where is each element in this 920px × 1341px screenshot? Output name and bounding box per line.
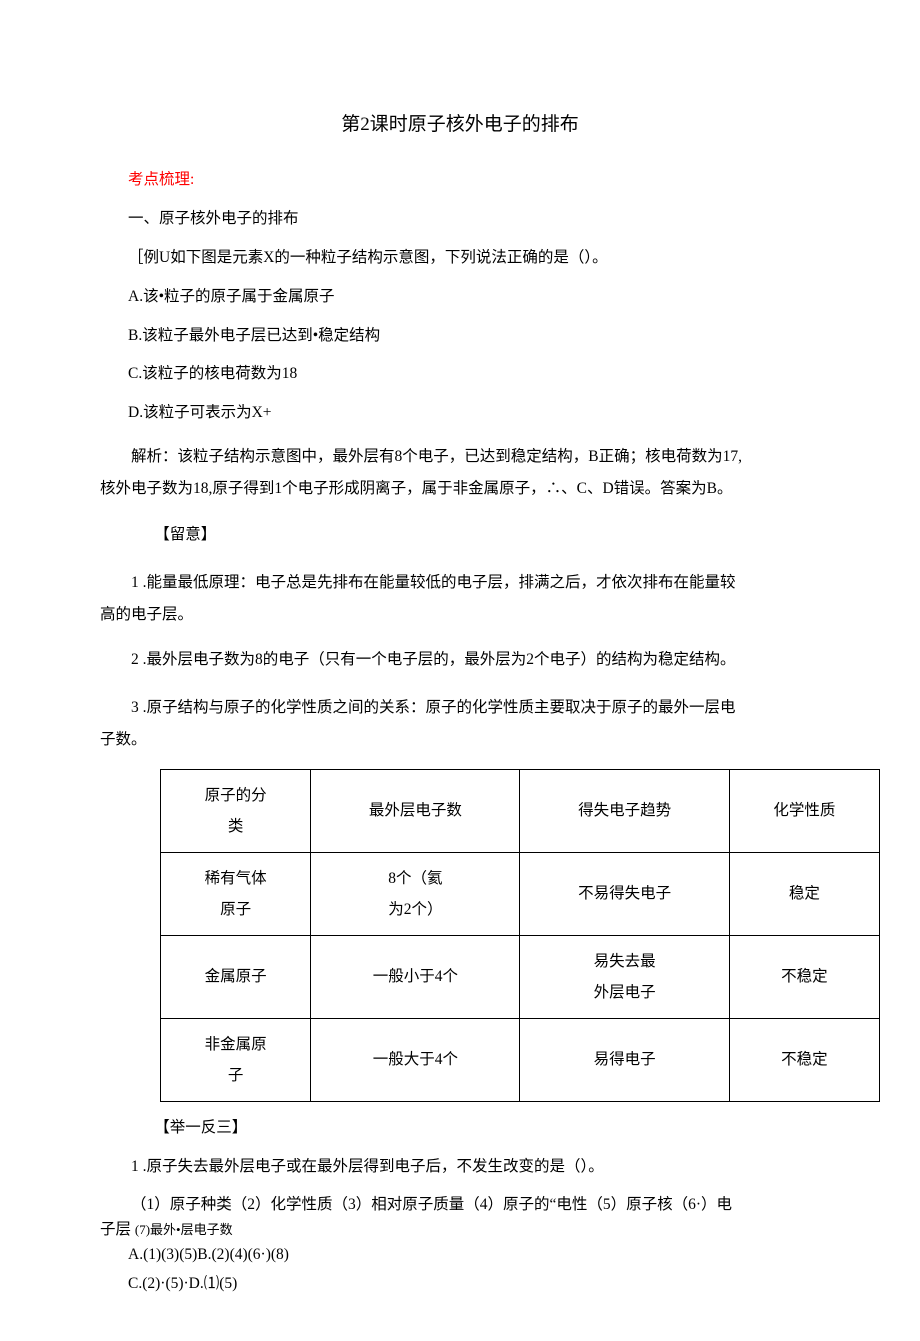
cell-nonmetal-trend: 易得电子 — [520, 1018, 729, 1101]
kaodian-label: 考点梳理: — [128, 168, 820, 193]
attention-2: 2 .最外层电子数为8的电子（只有一个电子层的，最外层为2个电子）的结构为稳定结… — [100, 643, 820, 677]
q1-items-c: (7)最外•层电子数 — [135, 1222, 233, 1237]
attention-3: 3 .原子结构与原子的化学性质之间的关系：原子的化学性质主要取决于原子的最外一层… — [100, 691, 820, 755]
option-b: B.该粒子最外电子层已达到•稳定结构 — [128, 324, 820, 349]
q1-items-b: 子层 — [100, 1221, 131, 1238]
cell-metal-prop: 不稳定 — [729, 935, 879, 1018]
th-trend: 得失电子趋势 — [520, 769, 729, 852]
section1-heading: 一、原子核外电子的排布 — [128, 207, 820, 232]
cell-noble-prop: 稳定 — [729, 852, 879, 935]
cell-metal: 金属原子 — [161, 935, 311, 1018]
attention-1b: 高的电子层。 — [100, 600, 820, 629]
lesson-title: 第2课时原子核外电子的排布 — [100, 110, 820, 140]
option-a: A.该•粒子的原子属于金属原子 — [128, 285, 820, 310]
example-intro: ［例U如下图是元素X的一种粒子结构示意图，下列说法正确的是（）。 — [128, 246, 820, 271]
table-row: 金属原子 一般小于4个 易失去最外层电子 不稳定 — [161, 935, 880, 1018]
q1-items-line1: （1）原子种类（2）化学性质（3）相对原子质量（4）原子的“电性（5）原子核（6… — [100, 1193, 820, 1218]
cell-nonmetal-prop: 不稳定 — [729, 1018, 879, 1101]
table-row: 非金属原子 一般大于4个 易得电子 不稳定 — [161, 1018, 880, 1101]
q1-opt-cd: C.(2)·(5)·D.⑴(5) — [128, 1272, 820, 1297]
analysis-block: 解析：该粒子结构示意图中，最外层有8个电子，已达到稳定结构，B正确；核电荷数为1… — [100, 440, 820, 504]
cell-noble-e: 8个（氦为2个） — [311, 852, 520, 935]
table-row: 原子的分类 最外层电子数 得失电子趋势 化学性质 — [161, 769, 880, 852]
cell-nonmetal-e: 一般大于4个 — [311, 1018, 520, 1101]
attention-label: 【留意】 — [100, 518, 820, 552]
th-property: 化学性质 — [729, 769, 879, 852]
attention-3a: 3 .原子结构与原子的化学性质之间的关系：原子的化学性质主要取决于原子的最外一层… — [100, 691, 820, 725]
option-d: D.该粒子可表示为X+ — [128, 401, 820, 426]
table-row: 稀有气体原子 8个（氦为2个） 不易得失电子 稳定 — [161, 852, 880, 935]
q1-stem: 1 .原子失去最外层电子或在最外层得到电子后，不发生改变的是（）。 — [100, 1155, 820, 1180]
atom-classification-table: 原子的分类 最外层电子数 得失电子趋势 化学性质 稀有气体原子 8个（氦为2个）… — [160, 769, 880, 1102]
cell-noble: 稀有气体原子 — [161, 852, 311, 935]
q1-opt-ab: A.(1)(3)(5)B.(2)(4)(6·)(8) — [128, 1243, 820, 1268]
attention-1a: 1 .能量最低原理：电子总是先排布在能量较低的电子层，排满之后，才依次排布在能量… — [100, 566, 820, 600]
cell-metal-trend: 易失去最外层电子 — [520, 935, 729, 1018]
attention-3b: 子数。 — [100, 725, 820, 754]
analysis-line2: 核外电子数为18,原子得到1个电子形成阴离子，属于非金属原子，∴、C、D错误。答… — [100, 474, 820, 503]
cell-metal-e: 一般小于4个 — [311, 935, 520, 1018]
attention-1: 1 .能量最低原理：电子总是先排布在能量较低的电子层，排满之后，才依次排布在能量… — [100, 566, 820, 630]
analysis-line1: 解析：该粒子结构示意图中，最外层有8个电子，已达到稳定结构，B正确；核电荷数为1… — [100, 440, 820, 474]
juyi-label: 【举一反三】 — [100, 1116, 820, 1141]
th-category: 原子的分类 — [161, 769, 311, 852]
q1-items-line2: 子层 (7)最外•层电子数 — [100, 1218, 820, 1243]
cell-noble-trend: 不易得失电子 — [520, 852, 729, 935]
cell-nonmetal: 非金属原子 — [161, 1018, 311, 1101]
th-outer-e: 最外层电子数 — [311, 769, 520, 852]
q1-items: （1）原子种类（2）化学性质（3）相对原子质量（4）原子的“电性（5）原子核（6… — [100, 1193, 820, 1243]
option-c: C.该粒子的核电荷数为18 — [128, 362, 820, 387]
